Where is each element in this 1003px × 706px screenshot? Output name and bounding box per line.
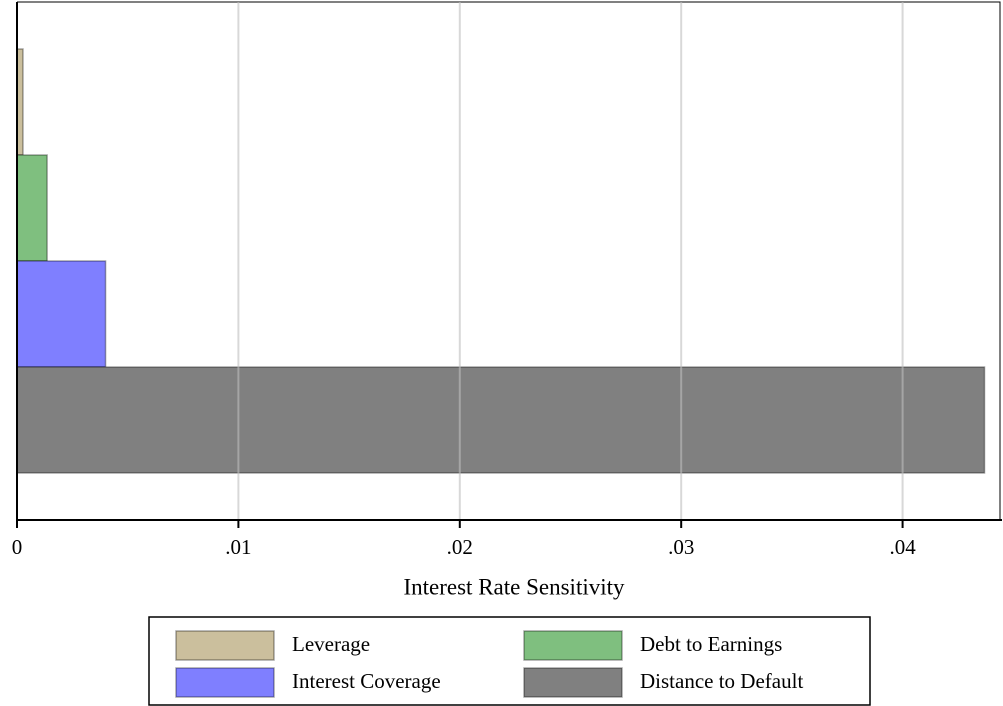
legend-swatch — [523, 630, 623, 661]
bar — [16, 154, 48, 262]
legend-label: Interest Coverage — [292, 669, 441, 693]
legend-label: Leverage — [292, 632, 370, 656]
x-tick-label: 0 — [12, 535, 23, 559]
legend-swatch — [523, 667, 623, 698]
bar — [16, 366, 986, 474]
bar — [16, 260, 107, 368]
plot-frame — [17, 1, 1001, 520]
x-tick-label: .02 — [447, 535, 473, 559]
legend-label: Debt to Earnings — [640, 632, 782, 656]
x-tick-label: .01 — [225, 535, 251, 559]
x-axis-title: Interest Rate Sensitivity — [403, 574, 625, 599]
legend-swatch — [175, 667, 275, 698]
x-tick-label: .04 — [889, 535, 916, 559]
legend-label: Distance to Default — [640, 669, 803, 693]
legend-swatch — [175, 630, 275, 661]
x-tick-label: .03 — [668, 535, 694, 559]
